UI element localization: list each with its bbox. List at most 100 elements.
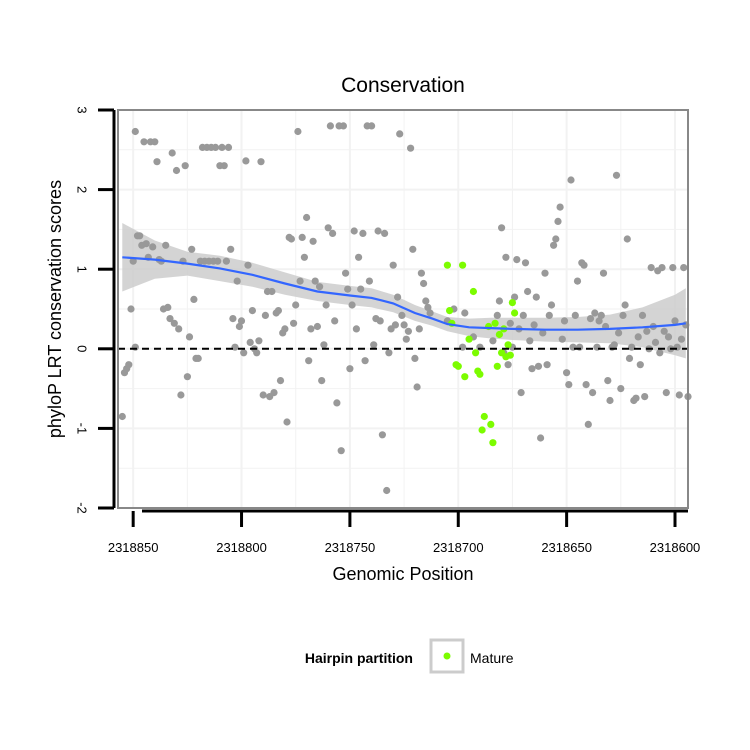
other-point: [153, 158, 161, 166]
other-point: [409, 245, 417, 253]
other-point: [370, 341, 378, 349]
y-tick-label: 2: [75, 186, 90, 193]
other-point: [292, 301, 300, 309]
mature-point: [487, 420, 495, 428]
other-point: [246, 338, 254, 346]
mature-point: [508, 299, 516, 307]
other-point: [311, 277, 319, 285]
other-point: [166, 315, 174, 323]
other-point: [211, 143, 220, 151]
other-point: [322, 301, 330, 309]
y-tick-label: 3: [75, 106, 90, 113]
other-point: [632, 394, 640, 402]
other-point: [231, 343, 239, 351]
other-point: [237, 317, 246, 325]
other-point: [558, 335, 566, 343]
other-point: [242, 157, 250, 165]
mature-point: [491, 319, 499, 327]
mature-point: [452, 361, 460, 369]
other-point: [274, 307, 282, 315]
other-point: [573, 277, 582, 285]
other-point: [175, 325, 183, 333]
other-point: [565, 381, 573, 389]
x-tick-label: 2318750: [325, 540, 376, 555]
other-point: [489, 337, 497, 345]
other-point: [337, 447, 345, 455]
mature-point: [493, 362, 501, 370]
other-point: [567, 176, 575, 184]
other-point: [316, 283, 324, 291]
data-points: [118, 122, 692, 495]
other-point: [521, 259, 530, 267]
other-point: [342, 269, 350, 277]
other-point: [235, 322, 243, 331]
other-point: [259, 391, 267, 399]
other-point: [190, 295, 198, 303]
other-point: [224, 143, 233, 151]
other-point: [177, 391, 185, 399]
other-point: [417, 269, 425, 277]
other-point: [651, 338, 660, 346]
other-point: [222, 257, 230, 265]
other-point: [194, 354, 202, 362]
other-point: [326, 122, 334, 130]
other-point: [404, 327, 412, 335]
x-axis-title: Genomic Position: [332, 564, 473, 584]
other-point: [636, 361, 644, 369]
other-point: [244, 261, 252, 269]
mature-point: [476, 370, 484, 378]
legend: Hairpin partition Mature: [305, 638, 514, 674]
other-point: [276, 377, 285, 385]
other-point: [571, 311, 579, 319]
legend-key-dot: [443, 652, 451, 660]
other-point: [407, 144, 415, 152]
other-point: [543, 361, 551, 369]
mature-point: [480, 412, 488, 421]
other-point: [647, 264, 655, 272]
mature-point: [504, 341, 512, 349]
y-axis: -2 -1 0 1 2 3: [75, 106, 116, 514]
other-point: [140, 138, 148, 146]
other-point: [233, 277, 241, 285]
other-point: [658, 264, 666, 272]
other-point: [547, 301, 556, 309]
mature-point: [489, 439, 497, 447]
other-point: [461, 309, 469, 317]
other-point: [257, 158, 265, 166]
other-point: [610, 341, 618, 349]
other-point: [424, 303, 432, 311]
other-point: [589, 389, 597, 397]
other-point: [389, 261, 397, 269]
other-point: [638, 311, 647, 319]
other-point: [355, 253, 363, 261]
other-point: [374, 227, 382, 235]
other-point: [168, 149, 176, 157]
other-point: [270, 389, 278, 397]
other-point: [309, 237, 317, 245]
mature-point: [478, 426, 486, 434]
other-point: [582, 381, 590, 389]
other-point: [333, 399, 341, 407]
other-point: [383, 486, 391, 495]
other-point: [172, 166, 181, 175]
other-point: [612, 171, 621, 179]
other-point: [348, 301, 356, 309]
other-point: [628, 343, 636, 351]
mature-point: [506, 351, 514, 359]
other-point: [127, 305, 135, 313]
other-point: [530, 321, 538, 329]
other-point: [339, 122, 347, 130]
other-point: [378, 431, 386, 439]
other-point: [617, 385, 625, 393]
other-point: [526, 337, 534, 345]
mature-point: [443, 261, 451, 269]
other-point: [584, 420, 592, 428]
other-point: [129, 257, 137, 265]
other-point: [170, 319, 178, 327]
other-point: [287, 235, 295, 243]
other-point: [541, 269, 549, 277]
other-point: [294, 127, 302, 136]
other-point: [537, 434, 545, 442]
other-point: [524, 287, 532, 296]
